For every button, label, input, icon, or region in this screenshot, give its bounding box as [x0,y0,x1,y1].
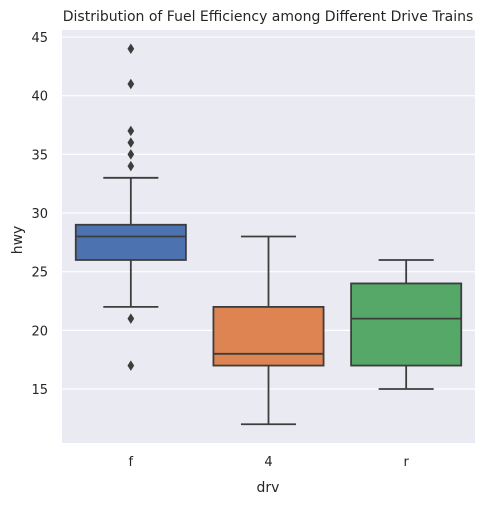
y-tick-label: 40 [31,90,48,105]
x-tick-label: r [403,455,409,470]
box-r [350,259,463,390]
y-tick-label: 45 [31,31,48,46]
box-f [74,43,187,371]
outlier-point [127,360,135,371]
outlier-point [127,125,135,137]
outlier-point [127,137,135,148]
y-axis-ticks: 15 20 25 30 35 40 45 [31,31,48,398]
y-axis-label: hwy [10,226,26,255]
y-tick-label: 25 [31,266,48,281]
x-tick-label: 4 [264,455,272,470]
y-tick-label: 20 [31,324,48,339]
outlier-point [127,78,135,90]
outlier-point [127,43,135,55]
iqr-box [74,223,187,261]
x-axis-ticks: f 4 r [129,455,410,470]
x-axis-label: drv [257,480,280,496]
outlier-point [127,149,135,160]
outlier-point [127,313,135,324]
y-tick-label: 30 [31,207,48,222]
outlier-point [127,160,135,172]
y-tick-label: 15 [31,383,48,398]
box-4 [212,235,325,426]
iqr-box [350,282,463,367]
iqr-box [212,305,325,367]
x-tick-label: f [129,455,134,470]
y-tick-label: 35 [31,148,48,163]
boxes [74,43,463,426]
chart-title: Distribution of Fuel Efficiency among Di… [63,9,474,25]
